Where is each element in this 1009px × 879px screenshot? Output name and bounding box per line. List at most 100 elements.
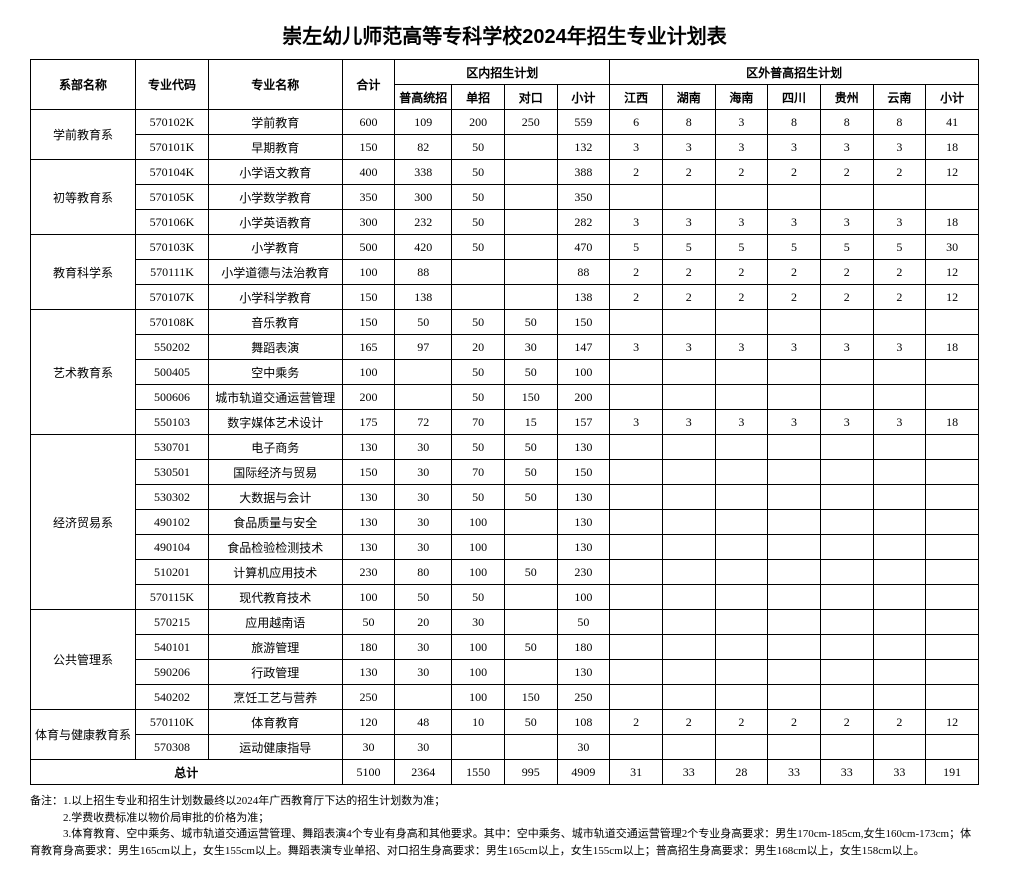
cell-inner: 30	[452, 610, 505, 635]
cell-outer: 41	[926, 110, 979, 135]
cell-total: 500	[342, 235, 395, 260]
cell-outer: 2	[820, 710, 873, 735]
cell-outer	[662, 660, 715, 685]
cell-major: 小学科学教育	[208, 285, 342, 310]
cell-outer	[820, 535, 873, 560]
cell-outer	[610, 435, 663, 460]
cell-outer	[820, 735, 873, 760]
cell-code: 530501	[136, 460, 209, 485]
cell-outer	[768, 610, 821, 635]
cell-major: 体育教育	[208, 710, 342, 735]
total-inner: 1550	[452, 760, 505, 785]
cell-inner: 100	[452, 510, 505, 535]
cell-total: 150	[342, 310, 395, 335]
cell-inner: 30	[395, 635, 452, 660]
cell-inner: 50	[395, 310, 452, 335]
total-inner: 995	[504, 760, 557, 785]
cell-outer	[610, 735, 663, 760]
table-row: 公共管理系570215应用越南语50203050	[31, 610, 979, 635]
header-outer-col: 湖南	[662, 85, 715, 110]
cell-outer: 2	[768, 260, 821, 285]
cell-outer	[768, 310, 821, 335]
cell-inner: 50	[452, 385, 505, 410]
cell-code: 540101	[136, 635, 209, 660]
cell-code: 570105K	[136, 185, 209, 210]
cell-total: 150	[342, 135, 395, 160]
cell-outer	[873, 310, 926, 335]
cell-code: 570101K	[136, 135, 209, 160]
cell-inner: 72	[395, 410, 452, 435]
cell-outer	[873, 610, 926, 635]
cell-outer: 3	[820, 410, 873, 435]
cell-inner: 30	[395, 660, 452, 685]
cell-total: 600	[342, 110, 395, 135]
header-inner-col: 对口	[504, 85, 557, 110]
cell-outer: 3	[873, 210, 926, 235]
cell-inner: 50	[452, 435, 505, 460]
cell-major: 小学语文教育	[208, 160, 342, 185]
table-row: 490104食品检验检测技术13030100130	[31, 535, 979, 560]
cell-code: 500606	[136, 385, 209, 410]
header-total: 合计	[342, 60, 395, 110]
total-value: 5100	[342, 760, 395, 785]
cell-code: 550103	[136, 410, 209, 435]
cell-outer: 3	[715, 135, 768, 160]
cell-outer	[873, 585, 926, 610]
cell-outer	[610, 585, 663, 610]
cell-total: 30	[342, 735, 395, 760]
cell-inner: 130	[557, 435, 610, 460]
table-row: 570308运动健康指导303030	[31, 735, 979, 760]
cell-total: 350	[342, 185, 395, 210]
total-outer: 31	[610, 760, 663, 785]
cell-inner: 50	[452, 210, 505, 235]
cell-outer: 2	[820, 260, 873, 285]
cell-outer	[820, 635, 873, 660]
total-row: 总计5100236415509954909313328333333191	[31, 760, 979, 785]
cell-inner: 100	[452, 560, 505, 585]
cell-outer	[926, 510, 979, 535]
cell-inner: 100	[452, 660, 505, 685]
cell-outer	[820, 485, 873, 510]
enrollment-table: 系部名称 专业代码 专业名称 合计 区内招生计划 区外普高招生计划 普高统招单招…	[30, 59, 979, 785]
cell-code: 570106K	[136, 210, 209, 235]
cell-outer	[926, 485, 979, 510]
table-row: 530501国际经济与贸易150307050150	[31, 460, 979, 485]
cell-outer	[873, 635, 926, 660]
cell-inner: 388	[557, 160, 610, 185]
cell-inner	[504, 535, 557, 560]
cell-outer: 12	[926, 260, 979, 285]
cell-outer: 2	[610, 260, 663, 285]
cell-code: 490102	[136, 510, 209, 535]
cell-outer	[768, 560, 821, 585]
cell-outer	[820, 610, 873, 635]
table-row: 500405空中乘务1005050100	[31, 360, 979, 385]
header-inner: 区内招生计划	[395, 60, 610, 85]
cell-inner: 100	[452, 685, 505, 710]
cell-outer	[768, 460, 821, 485]
cell-outer	[662, 360, 715, 385]
cell-outer: 2	[768, 160, 821, 185]
cell-total: 130	[342, 660, 395, 685]
cell-code: 570102K	[136, 110, 209, 135]
cell-inner	[504, 210, 557, 235]
cell-major: 旅游管理	[208, 635, 342, 660]
cell-code: 550202	[136, 335, 209, 360]
cell-inner: 30	[395, 485, 452, 510]
cell-outer: 5	[662, 235, 715, 260]
cell-total: 100	[342, 260, 395, 285]
cell-inner	[504, 610, 557, 635]
cell-outer	[926, 360, 979, 385]
cell-inner	[395, 385, 452, 410]
cell-major: 现代教育技术	[208, 585, 342, 610]
table-row: 570105K小学数学教育35030050350	[31, 185, 979, 210]
cell-inner	[504, 585, 557, 610]
cell-outer: 5	[820, 235, 873, 260]
cell-total: 165	[342, 335, 395, 360]
header-outer: 区外普高招生计划	[610, 60, 979, 85]
cell-outer	[610, 460, 663, 485]
cell-code: 530302	[136, 485, 209, 510]
cell-inner: 338	[395, 160, 452, 185]
cell-outer	[926, 735, 979, 760]
cell-inner: 30	[504, 335, 557, 360]
cell-dept: 教育科学系	[31, 235, 136, 310]
